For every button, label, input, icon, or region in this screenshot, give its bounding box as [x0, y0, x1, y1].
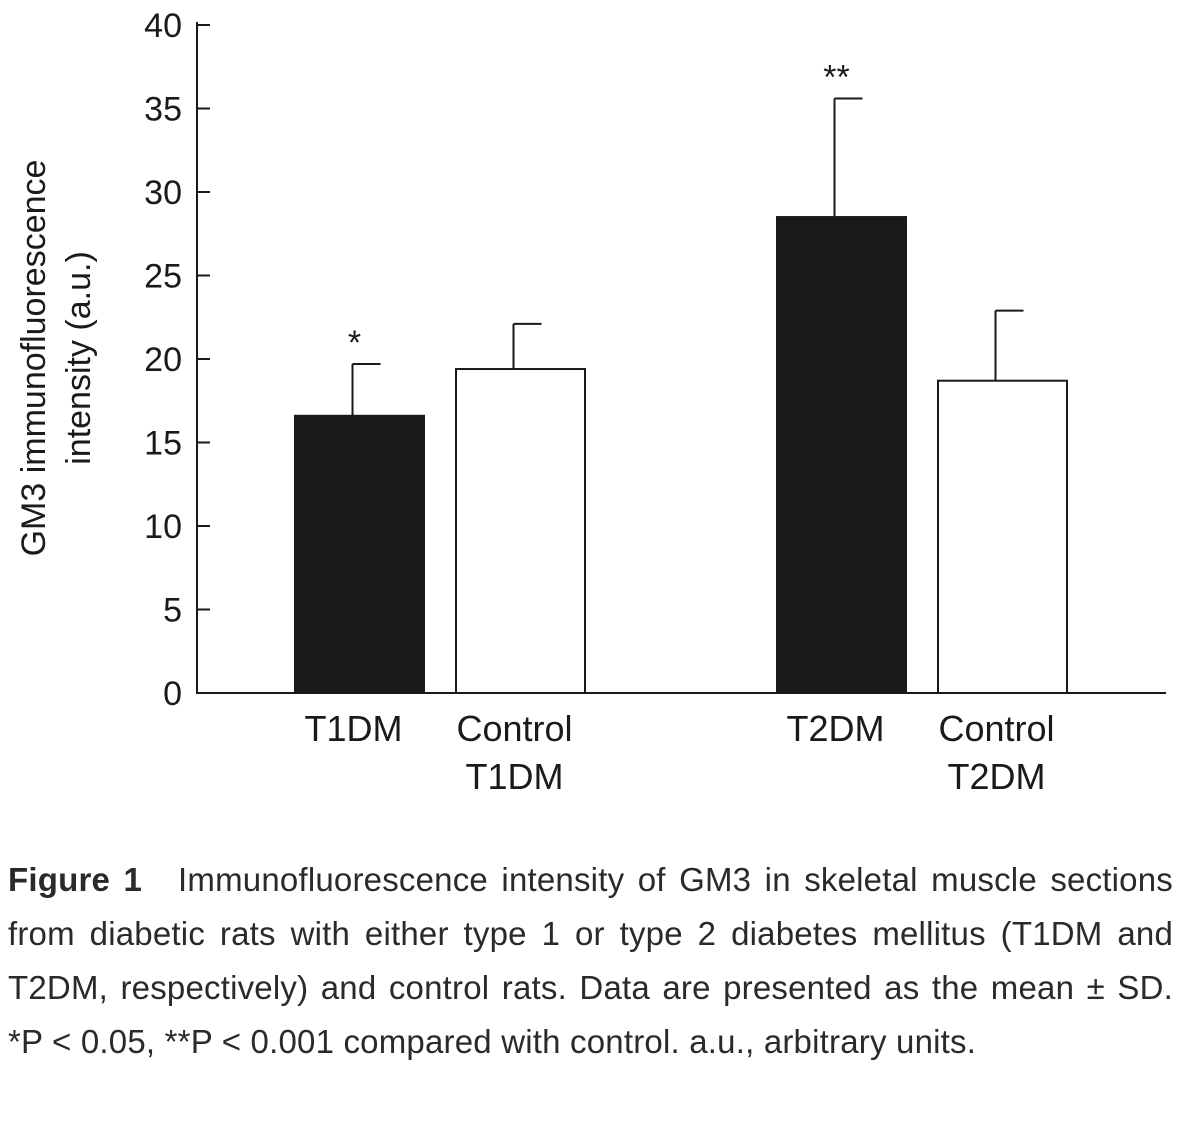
x-category-label: T2DM: [948, 756, 1046, 797]
y-axis-label-line1: GM3 immunofluorescence: [15, 160, 53, 557]
bar: [455, 368, 586, 694]
bar: [937, 379, 1068, 694]
figure-caption: Figure 1 Immunofluorescence intensity of …: [8, 853, 1173, 1069]
x-category-label: T1DM: [466, 756, 564, 797]
x-category-label: T2DM: [787, 708, 885, 749]
x-category-label: Control: [938, 708, 1054, 749]
y-tick-label: 20: [144, 341, 182, 379]
figure-label: Figure 1: [8, 861, 143, 898]
y-tick-label: 5: [163, 592, 182, 630]
bar: [294, 414, 425, 694]
bar-chart: GM3 immunofluorescence intensity (a.u.) …: [15, 7, 1166, 797]
y-tick-label: 30: [144, 174, 182, 212]
y-axis-label: GM3 immunofluorescence intensity (a.u.): [15, 160, 98, 557]
significance-marker: *: [348, 324, 361, 362]
y-tick-label: 10: [144, 508, 182, 546]
y-tick-label: 0: [163, 675, 182, 713]
y-tick-label: 35: [144, 91, 182, 129]
y-tick-label: 40: [144, 7, 182, 45]
significance-marker: **: [823, 58, 849, 96]
x-category-label: Control: [456, 708, 572, 749]
y-axis-ticks: 0 5 10 15 20 25 30 35 40: [144, 7, 210, 713]
caption-text: Immunofluorescence intensity of GM3 in s…: [8, 861, 1173, 1060]
y-tick-label: 25: [144, 258, 182, 296]
y-axis-label-line2: intensity (a.u.): [60, 251, 98, 465]
bars: * T1DM Control T1DM ** T2DM Control T2DM: [294, 58, 1068, 797]
bar: [776, 216, 907, 695]
x-category-label: T1DM: [305, 708, 403, 749]
y-tick-label: 15: [144, 425, 182, 463]
